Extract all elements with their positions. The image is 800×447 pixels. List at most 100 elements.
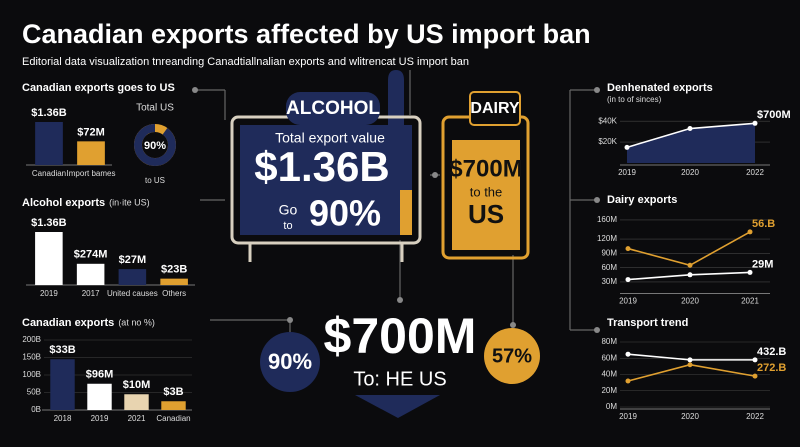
y-tick-label: 100B [22, 370, 41, 379]
x-tick-label: Import bames [67, 169, 116, 178]
point [752, 120, 758, 126]
x-tick-label: 2019 [91, 414, 109, 423]
point [625, 246, 631, 252]
x-tick-label: 2021 [128, 414, 146, 423]
subtitle: Editorial data visualization tnreanding … [22, 56, 469, 68]
chart-title: Transport trend [607, 317, 688, 329]
line [627, 363, 756, 382]
bottom-caption: To: HE US [353, 368, 446, 390]
line [627, 231, 751, 267]
chart-note: (in·ite US) [109, 197, 150, 207]
area [627, 123, 755, 163]
dairy-panel: DAIRY $700M to the US [441, 91, 530, 260]
x-tick-label: 2022 [746, 412, 764, 421]
y-tick-label: 60M [601, 353, 617, 362]
point [687, 262, 693, 268]
dairy-place: US [468, 199, 504, 229]
x-tick-label: Canadian [156, 414, 190, 423]
bar [161, 401, 186, 410]
x-tick-label: 2020 [681, 412, 699, 421]
y-tick-label: $40K [598, 116, 617, 125]
chart-title: Denhenated exports [607, 82, 713, 94]
y-tick-label: 90M [601, 248, 617, 257]
bottom-right: 57% [492, 345, 532, 367]
point [625, 351, 631, 357]
bar-label: $1.36B [31, 107, 67, 119]
point [687, 357, 693, 363]
point [747, 229, 753, 235]
bar-label: $27M [119, 254, 147, 266]
bar-label: $10M [123, 379, 151, 391]
x-tick-label: United causes [107, 289, 158, 298]
alcohol-tag: ALCOHOL [286, 98, 380, 119]
x-tick-label: 2017 [82, 289, 100, 298]
bar-label: $96M [86, 369, 114, 381]
donut-subtitle: to US [145, 176, 165, 185]
bar-label: $23B [161, 264, 187, 276]
y-tick-label: $20K [598, 137, 617, 146]
bottom-value: $700M [324, 308, 477, 364]
end-label: 29M [752, 258, 773, 270]
donut-label: 90% [144, 140, 166, 152]
chart-title: Dairy exports [607, 194, 677, 206]
y-tick-label: 120M [597, 234, 617, 243]
bar-label: $274M [74, 249, 108, 261]
point [625, 378, 631, 384]
dairy-value: $700M [449, 155, 522, 182]
y-tick-label: 0M [606, 402, 617, 411]
chart-title: Canadian exports [22, 317, 114, 329]
y-tick-label: 20M [601, 386, 617, 395]
alcohol-to: to [283, 220, 292, 232]
x-tick-label: 2020 [681, 168, 699, 177]
x-tick-label: Canadian [32, 169, 66, 178]
x-tick-label: 2021 [741, 297, 759, 306]
x-tick-label: 2019 [619, 297, 637, 306]
end-label: 432.B [757, 346, 786, 358]
title: Canadian exports affected by US import b… [22, 19, 591, 49]
y-tick-label: 0B [31, 405, 41, 414]
chart-subtitle: (in to of sinces) [607, 95, 662, 104]
x-tick-label: 2019 [618, 168, 636, 177]
dairy-tag: DAIRY [470, 100, 520, 117]
y-tick-label: 60M [601, 263, 617, 272]
bar [160, 278, 188, 285]
end-label: 272.B [757, 362, 786, 374]
bar-label: $72M [77, 126, 105, 138]
alcohol-value: $1.36B [254, 143, 389, 190]
chart-note: (at no %) [118, 317, 155, 327]
connectors [192, 70, 600, 335]
x-tick-label: 2018 [54, 414, 72, 423]
end-label: 56.B [752, 218, 775, 230]
donut-title: Total US [136, 103, 174, 114]
point [624, 144, 630, 150]
bar [35, 232, 63, 285]
point [687, 272, 693, 278]
alcohol-caption: Total export value [275, 130, 385, 146]
point [747, 269, 753, 275]
point [752, 357, 758, 363]
bar [76, 263, 105, 285]
point [687, 126, 693, 132]
x-tick-label: Others [162, 289, 186, 298]
bar [87, 383, 112, 410]
bar [35, 122, 63, 165]
y-tick-label: 150B [22, 353, 41, 362]
alcohol-go: Go [279, 202, 298, 218]
x-tick-label: 2022 [746, 168, 764, 177]
bottom-left: 90% [268, 349, 312, 374]
y-tick-label: 40M [601, 370, 617, 379]
point [752, 373, 758, 379]
alcohol-panel: ALCOHOL Total export value $1.36B Go to … [230, 70, 422, 262]
x-tick-label: 2019 [40, 289, 58, 298]
bar-label: $33B [49, 344, 75, 356]
chart-title: Canadian exports goes to US [22, 82, 175, 94]
bar [118, 269, 147, 285]
y-tick-label: 80M [601, 337, 617, 346]
end-label: $700M [757, 109, 791, 121]
bar [124, 394, 149, 410]
y-tick-label: 200B [22, 335, 41, 344]
donut-arc [134, 124, 176, 166]
y-tick-label: 160M [597, 215, 617, 224]
dairy-caption: to the [470, 184, 503, 199]
